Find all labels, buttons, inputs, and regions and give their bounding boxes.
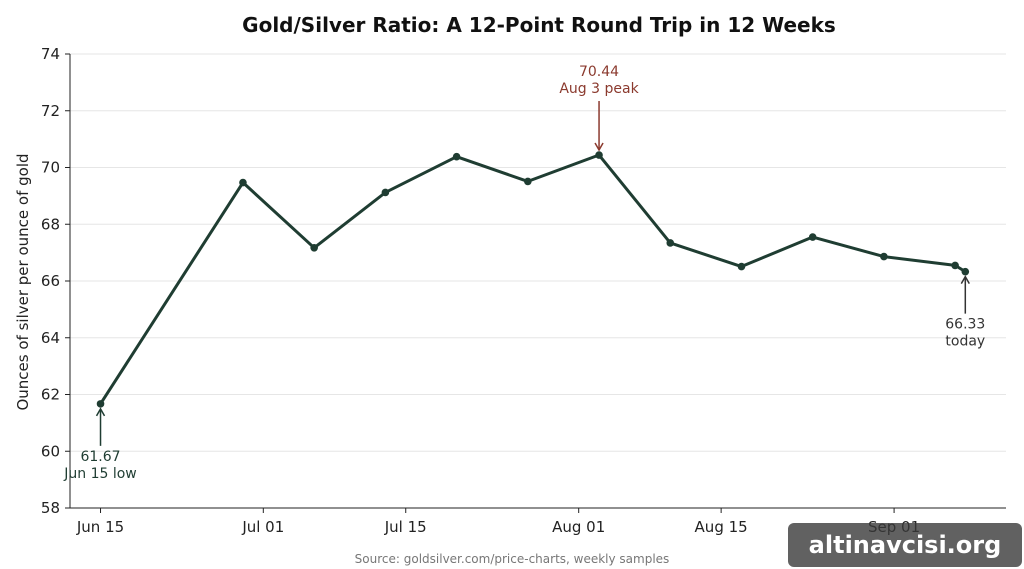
y-tick-label-1: 60 — [41, 442, 60, 460]
y-ticks: 58 60 62 64 66 68 70 72 74 — [41, 45, 70, 517]
data-point-12 — [961, 267, 970, 276]
y-tick-label-6: 70 — [41, 159, 60, 177]
gridlines — [70, 53, 1006, 452]
annotation-value-2: 66.33 — [945, 317, 985, 333]
x-tick-label-2: Jul 15 — [384, 518, 427, 536]
y-tick-label-4: 66 — [41, 272, 60, 290]
data-point-2 — [310, 244, 318, 252]
data-point-0 — [96, 400, 105, 408]
annotation-label-1: Aug 3 peak — [559, 81, 639, 97]
data-point-9 — [808, 233, 817, 241]
data-point-7 — [666, 239, 675, 247]
data-point-3 — [381, 188, 390, 197]
x-tick-label-3: Aug 01 — [552, 518, 605, 536]
annotation-arrowhead-0 — [95, 407, 106, 417]
annotation-value-0: 61.67 — [80, 449, 120, 465]
y-tick-label-8: 74 — [41, 45, 60, 63]
data-point-8 — [737, 262, 746, 271]
y-tick-label-0: 58 — [41, 499, 60, 517]
source-note: Source: goldsilver.com/price-charts, wee… — [355, 552, 670, 566]
annotation-value-1: 70.44 — [579, 64, 619, 80]
y-tick-label-3: 64 — [41, 329, 60, 347]
data-point-10 — [880, 252, 888, 261]
data-point-1 — [239, 178, 247, 187]
chart-title: Gold/Silver Ratio: A 12-Point Round Trip… — [242, 13, 836, 37]
series-line — [99, 153, 967, 405]
annotation-label-2: today — [945, 334, 985, 350]
y-axis-label: Ounces of silver per ounce of gold — [14, 153, 32, 410]
annotation-arrowhead-2 — [960, 275, 970, 285]
x-tick-label-0: Jun 15 — [76, 518, 124, 536]
data-point-4 — [452, 152, 461, 161]
data-point-5 — [524, 177, 532, 186]
watermark: altinavcisi.org — [788, 523, 1022, 567]
annotation-label-0: Jun 15 low — [63, 466, 137, 482]
annotation-arrowhead-1 — [594, 142, 604, 152]
watermark-background — [788, 523, 1022, 567]
x-tick-label-1: Jul 01 — [241, 518, 284, 536]
series-gold-silver-ratio — [96, 151, 970, 408]
y-tick-label-7: 72 — [41, 102, 60, 120]
y-tick-label-2: 62 — [41, 386, 60, 404]
x-tick-label-4: Aug 15 — [695, 518, 748, 536]
data-point-11 — [951, 261, 959, 270]
watermark-text: altinavcisi.org — [809, 531, 1002, 559]
data-point-6 — [595, 151, 603, 159]
y-tick-label-5: 68 — [41, 215, 60, 233]
